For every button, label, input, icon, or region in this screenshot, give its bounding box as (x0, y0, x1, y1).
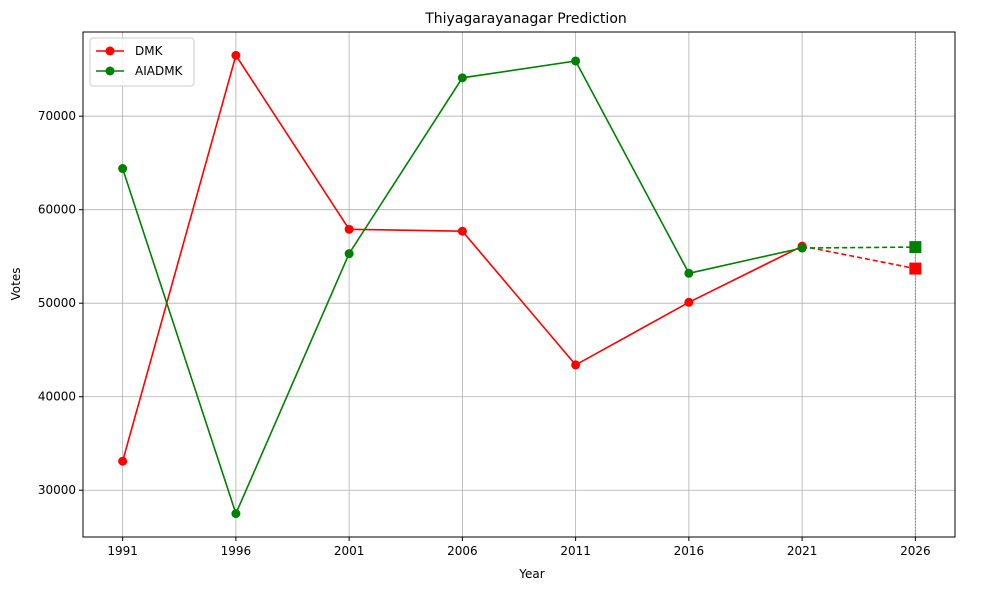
data-point (571, 360, 581, 370)
legend-box (89, 37, 195, 87)
y-axis-label: Votes (9, 268, 23, 301)
legend-marker (105, 46, 115, 56)
legend-label: AIADMK (135, 64, 184, 78)
chart-title: Thiyagarayanagar Prediction (424, 11, 627, 27)
data-point (457, 73, 467, 83)
data-point (344, 224, 354, 234)
legend-label: DMK (135, 44, 164, 58)
data-point (118, 456, 128, 466)
y-tick-label: 60000 (38, 203, 76, 217)
data-point (344, 249, 354, 259)
data-point (571, 56, 581, 66)
x-tick-label: 2021 (787, 544, 818, 558)
y-tick-label: 30000 (38, 483, 76, 497)
grid-lines (83, 32, 955, 537)
data-point (797, 243, 807, 253)
prediction-point (909, 241, 922, 254)
x-axis-ticks: 1991 1996 2001 2006 2011 2016 2021 2026 (107, 537, 931, 558)
x-axis-label: Year (518, 567, 544, 581)
legend-marker (105, 66, 115, 76)
legend: DMK AIADMK (89, 37, 195, 87)
series-layer (118, 50, 922, 519)
prediction-line (801, 245, 916, 270)
prediction-line (802, 246, 916, 249)
x-tick-label: 2011 (560, 544, 591, 558)
y-tick-label: 70000 (38, 109, 76, 123)
x-tick-label: 1996 (221, 544, 252, 558)
x-tick-label: 2001 (334, 544, 365, 558)
data-point (684, 297, 694, 307)
data-point (684, 268, 694, 278)
data-point (231, 50, 241, 60)
y-tick-label: 50000 (38, 296, 76, 310)
x-tick-label: 1991 (107, 544, 138, 558)
data-point (118, 164, 128, 174)
x-tick-label: 2016 (674, 544, 705, 558)
data-point (457, 226, 467, 236)
series-aiadmk (118, 56, 922, 519)
x-tick-label: 2006 (447, 544, 478, 558)
y-tick-label: 40000 (38, 390, 76, 404)
data-point (231, 509, 241, 519)
plot-frame (82, 31, 956, 538)
y-axis-ticks: 30000 40000 50000 60000 70000 (38, 109, 83, 497)
prediction-point (909, 262, 922, 275)
x-tick-label: 2026 (900, 544, 931, 558)
series-dmk (118, 50, 922, 466)
